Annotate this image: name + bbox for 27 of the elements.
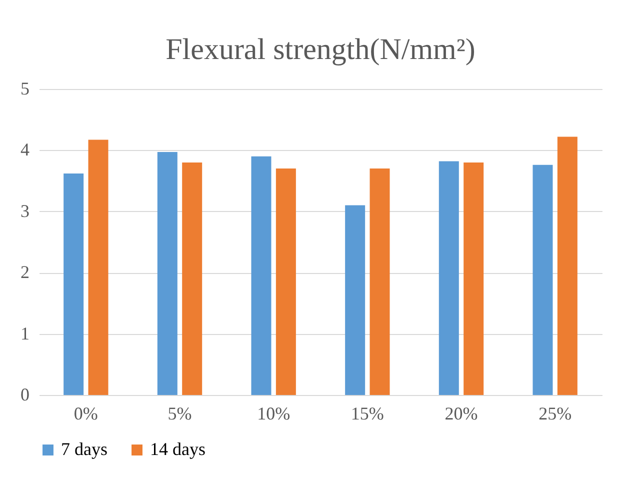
y-tick-label: 4: [20, 140, 30, 160]
bar: [438, 161, 459, 395]
bar: [251, 156, 272, 395]
bar: [88, 140, 108, 395]
x-tick-label: 15%: [350, 404, 384, 424]
bar: [557, 136, 578, 395]
y-tick-label: 3: [20, 200, 30, 221]
bar: [64, 173, 84, 395]
x-tick-label: 10%: [257, 404, 290, 424]
bar: [157, 152, 178, 395]
y-tick-label: 2: [20, 262, 30, 282]
chart-title: Flexural strength(N/mm²): [166, 33, 476, 66]
bar: [276, 168, 296, 395]
bar: [345, 205, 366, 395]
x-tick-label: 5%: [168, 404, 192, 424]
y-tick-label: 0: [20, 384, 30, 404]
x-tick-label: 25%: [538, 404, 572, 424]
legend-label: 14 days: [150, 439, 206, 459]
bar: [182, 162, 202, 395]
y-tick-label: 5: [20, 78, 30, 98]
bar: [464, 162, 484, 395]
y-tick-label: 1: [20, 323, 30, 344]
legend-label: 7 days: [61, 439, 108, 459]
x-tick-label: 0%: [74, 404, 98, 424]
bar: [370, 168, 390, 395]
bar: [532, 164, 553, 395]
x-tick-label: 20%: [444, 404, 478, 424]
